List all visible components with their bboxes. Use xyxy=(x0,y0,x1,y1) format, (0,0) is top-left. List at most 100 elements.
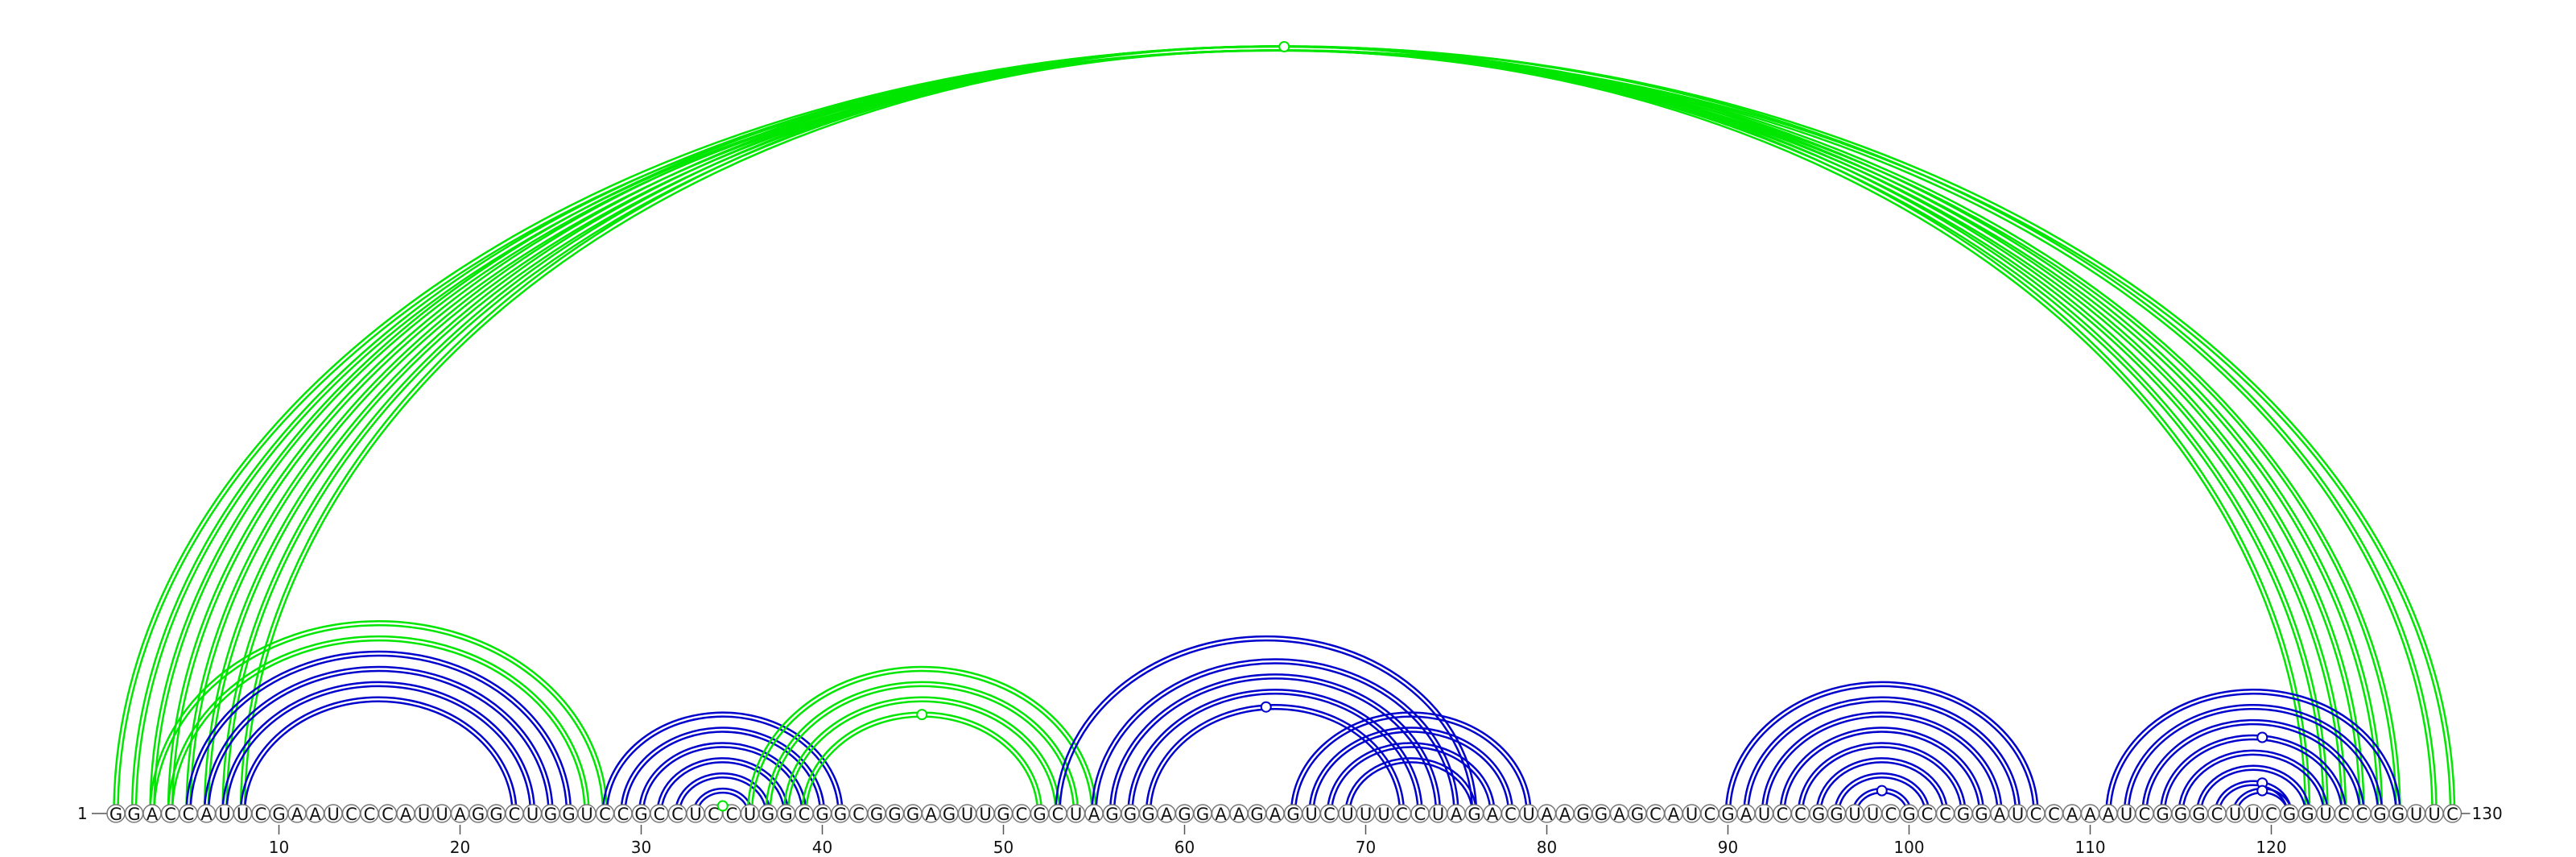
nucleotide: C xyxy=(650,804,669,824)
nucleotide: C xyxy=(595,804,615,824)
base-pair-arc xyxy=(149,620,609,814)
nucleotide: A xyxy=(287,804,307,824)
nucleotide: C xyxy=(341,804,361,824)
nucleotide: G xyxy=(1102,804,1122,824)
nucleotide-letter: U xyxy=(436,805,448,824)
nucleotide: U xyxy=(215,804,234,824)
base-pair-arc xyxy=(221,681,536,814)
nucleotide-letter: A xyxy=(1269,805,1282,824)
nucleotide-letter: C xyxy=(2139,805,2151,824)
nucleotide: U xyxy=(522,804,543,824)
nucleotide-letter: C xyxy=(1777,805,1789,824)
nucleotide: C xyxy=(1918,804,1937,824)
axis-tick: 90 xyxy=(1718,825,1738,857)
nucleotide: A xyxy=(1483,804,1502,824)
base-pair-arc xyxy=(1108,673,1442,814)
nucleotide-letter: U xyxy=(744,805,756,824)
nucleotide-letter: C xyxy=(164,805,176,824)
nucleotide: U xyxy=(2008,804,2028,824)
nucleotide: G xyxy=(2153,804,2173,824)
axis-tick: 10 xyxy=(269,825,289,857)
base-pair-arc xyxy=(801,711,1043,814)
nucleotide-letter: A xyxy=(454,805,466,824)
nucleotide: U xyxy=(976,804,995,824)
nucleotide: C xyxy=(1790,804,1810,824)
nucleotide: A xyxy=(1664,804,1683,824)
nucleotide-letter: A xyxy=(2084,805,2096,824)
axis-tick: 40 xyxy=(812,825,832,857)
nucleotide: A xyxy=(1229,804,1249,824)
nucleotide: C xyxy=(2026,804,2046,824)
nucleotide: U xyxy=(414,804,434,824)
nucleotide: G xyxy=(1174,804,1195,824)
nucleotide-letter: G xyxy=(1124,805,1137,824)
nucleotide: A xyxy=(1537,804,1557,824)
nucleotide-letter: G xyxy=(834,805,847,824)
nucleotide-letter: G xyxy=(1286,805,1299,824)
nucleotide: U xyxy=(432,804,452,824)
green-helix xyxy=(113,45,2456,814)
nucleotide-letter: U xyxy=(1360,805,1372,824)
nucleotide-letter: C xyxy=(255,805,267,824)
axis-tick: 80 xyxy=(1537,825,1557,857)
nucleotide-letter: U xyxy=(2229,805,2241,824)
tick-label: 70 xyxy=(1356,838,1376,857)
nucleotide-letter: G xyxy=(1957,805,1970,824)
nucleotide: G xyxy=(1193,804,1212,824)
base-pair-arc xyxy=(113,45,2456,814)
arc-marker xyxy=(1876,785,1888,797)
nucleotide-letter: A xyxy=(147,805,159,824)
base-pair-arc xyxy=(1743,696,2021,814)
nucleotide-letter: G xyxy=(127,805,140,824)
axis-tick: 70 xyxy=(1356,825,1376,857)
nucleotide-letter: C xyxy=(364,805,376,824)
nucleotide: C xyxy=(1700,804,1719,824)
nucleotide: G xyxy=(903,804,923,824)
nucleotide: G xyxy=(2297,804,2318,824)
nucleotide: C xyxy=(613,804,633,824)
nucleotide-letter: C xyxy=(2048,805,2060,824)
nucleotide: G xyxy=(993,804,1013,824)
nucleotide-letter: G xyxy=(1721,805,1734,824)
nucleotide-letter: U xyxy=(979,805,991,824)
nucleotide-letter: C xyxy=(671,805,683,824)
nucleotide-letter: C xyxy=(1649,805,1662,824)
nucleotide-letter: U xyxy=(689,805,701,824)
nucleotide-letter: C xyxy=(1704,805,1716,824)
nucleotide: G xyxy=(1591,804,1611,824)
nucleotide: U xyxy=(1863,804,1883,824)
base-pair-arc xyxy=(1761,711,2003,814)
nucleotide: A xyxy=(1447,804,1466,824)
nucleotide: A xyxy=(450,804,470,824)
nucleotide: C xyxy=(2044,804,2064,824)
nucleotide-letter: G xyxy=(1595,805,1608,824)
nucleotide: U xyxy=(2225,804,2245,824)
nucleotide: C xyxy=(1935,804,1955,824)
nucleotide-letter: U xyxy=(218,805,230,824)
nucleotide: G xyxy=(1954,804,1973,824)
nucleotide: C xyxy=(2135,804,2154,824)
nucleotide-letter: G xyxy=(1468,805,1480,824)
nucleotide-letter: C xyxy=(1414,805,1426,824)
nucleotide: C xyxy=(848,804,869,824)
nucleotide: G xyxy=(269,804,289,824)
nucleotide-letter: A xyxy=(1541,805,1553,824)
nucleotide-letter: U xyxy=(1867,805,1879,824)
nucleotide-letter: G xyxy=(2392,805,2405,824)
nucleotide-letter: C xyxy=(183,805,195,824)
nucleotide-letter: G xyxy=(997,805,1009,824)
nucleotide-letter: G xyxy=(1033,805,1046,824)
nucleotide-letter: G xyxy=(870,805,883,824)
nucleotide: A xyxy=(1609,804,1629,824)
base-pair-arc xyxy=(167,45,2384,814)
nucleotide-letter: A xyxy=(291,805,303,824)
nucleotide: G xyxy=(631,804,651,824)
base-pair-arc xyxy=(656,757,790,814)
base-pair-arc xyxy=(782,696,1061,814)
nucleotide-letter: A xyxy=(1994,805,2006,824)
nucleotide: G xyxy=(812,804,832,824)
nucleotide: C xyxy=(2352,804,2372,824)
nucleotide: A xyxy=(196,804,217,824)
blue-helix xyxy=(1724,681,2039,814)
base-pair-arc xyxy=(185,650,572,814)
